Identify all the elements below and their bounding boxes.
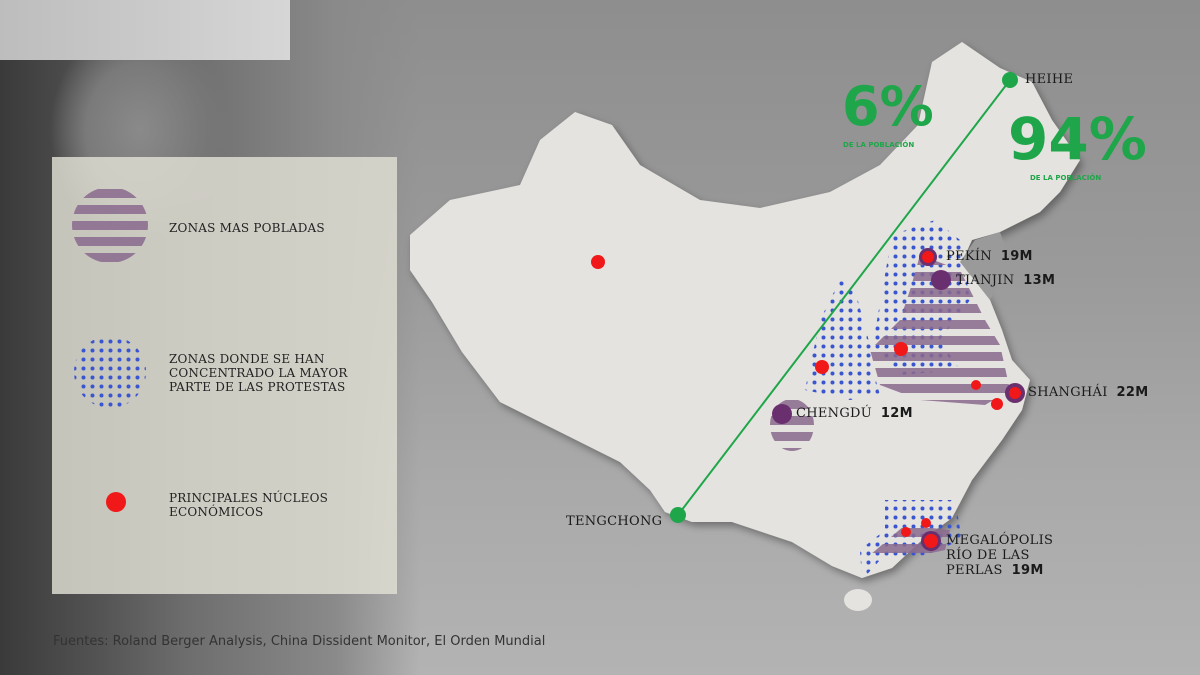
legend-populated-swatch: [72, 187, 148, 263]
dprk-cutout: [960, 232, 1010, 300]
heihe-tengchong-line: [677, 79, 1011, 516]
economic-hub-marker: [971, 380, 981, 390]
chengdu-marker: [772, 404, 792, 424]
background-window: [0, 0, 290, 60]
source-note: Fuentes: Roland Berger Analysis, China D…: [53, 634, 546, 649]
shanghai-label: SHANGHÁI 22M: [1028, 385, 1149, 400]
economic-hub-marker: [901, 527, 911, 537]
tianjin-marker: [931, 270, 951, 290]
west-caption: DE LA POBLACIÓN: [843, 141, 915, 149]
heihe-marker: [1002, 72, 1018, 88]
economic-hub-marker: [894, 342, 908, 356]
heihe-label: HEIHE: [1025, 72, 1074, 87]
east-percentage: 94%: [1008, 105, 1147, 173]
pekin-label: PEKÍN 19M: [946, 249, 1033, 264]
hainan-island: [844, 589, 872, 611]
legend-swatches: [72, 187, 148, 512]
economic-hub-marker: [591, 255, 605, 269]
tengchong-marker: [670, 507, 686, 523]
tengchong-label: TENGCHONG: [566, 514, 663, 529]
legend-panel: ZONAS MAS POBLADAS ZONAS DONDE SE HAN CO…: [52, 157, 397, 594]
legend-economic-label: PRINCIPALES NÚCLEOS ECONÓMICOS: [169, 491, 329, 519]
legend-protests-label: ZONAS DONDE SE HAN CONCENTRADO LA MAYOR …: [169, 352, 348, 394]
economic-hub-marker: [991, 398, 1003, 410]
pearl-river-label: MEGALÓPOLIS RÍO DE LAS PERLAS 19M: [946, 533, 1054, 578]
economic-hub-marker: [815, 360, 829, 374]
china-outline: [410, 42, 1080, 578]
west-percentage: 6%: [842, 75, 934, 138]
legend-economic-swatch: [106, 492, 126, 512]
chengdu-label: CHENGDÚ 12M: [796, 406, 913, 421]
legend-populated-label: ZONAS MAS POBLADAS: [169, 221, 325, 235]
populated-zone-east: [870, 255, 1010, 405]
east-caption: DE LA POBLACIÓN: [1030, 174, 1102, 182]
tianjin-label: TIANJIN 13M: [956, 273, 1056, 288]
legend-protests-swatch: [74, 336, 146, 408]
economic-hub-marker: [921, 518, 931, 528]
